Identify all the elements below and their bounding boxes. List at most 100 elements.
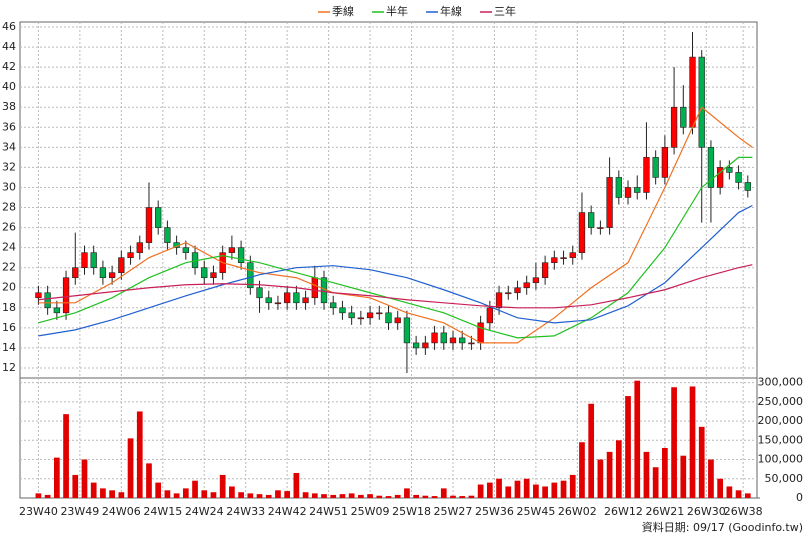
candle-body [505, 292, 512, 295]
candle-body [514, 287, 521, 294]
volume-bar [606, 451, 613, 498]
candle-body [155, 207, 162, 228]
candle-body [62, 277, 70, 314]
y-tick-label: 34 [2, 140, 16, 153]
volume-bar [229, 486, 235, 498]
volume-bar [468, 495, 475, 498]
volume-bar [708, 459, 714, 498]
candle-body [643, 157, 650, 193]
candle-body [118, 257, 125, 274]
volume-bar [321, 494, 327, 498]
candle-body [440, 332, 447, 344]
x-tick-label: 24W15 [143, 505, 182, 518]
volume-bar [118, 492, 125, 498]
candle-body [108, 272, 116, 279]
volume-bar [339, 494, 346, 498]
candle-body [495, 292, 503, 309]
volume-bar [477, 484, 484, 498]
x-tick-label: 26W12 [604, 505, 643, 518]
volume-bar [560, 480, 567, 498]
candle-body [422, 342, 429, 349]
candle-body [532, 277, 540, 284]
candle-body [634, 187, 641, 193]
volume-bar [717, 478, 724, 498]
legend-label: 年線 [440, 4, 462, 18]
candle-body [44, 292, 51, 309]
ma-line [38, 106, 753, 344]
volume-bar [155, 482, 162, 498]
y-tick-label: 20 [2, 281, 16, 294]
x-tick-label: 25W45 [516, 505, 555, 518]
volume-bar [459, 496, 466, 498]
candle-body [735, 172, 742, 183]
volume-bar [367, 494, 373, 498]
y-tick-label: 36 [2, 120, 16, 133]
y-tick-label: 42 [2, 60, 16, 73]
y-tick-label: 38 [2, 100, 16, 113]
candle-body [348, 312, 355, 319]
x-tick-label: 25W27 [434, 505, 473, 518]
volume-bar [413, 494, 419, 498]
y-tick-label: 44 [2, 40, 16, 53]
volume-bar [744, 493, 751, 498]
candle-body [661, 147, 669, 178]
volume-bar [588, 403, 595, 498]
candle-body [237, 247, 245, 263]
volume-tick-label: 50,000 [765, 472, 804, 485]
candle-body [468, 342, 475, 345]
volume-bar [615, 440, 622, 498]
x-tick-label: 26W38 [724, 505, 763, 518]
candle-body [99, 267, 107, 279]
volume-tick-label: 250,000 [758, 395, 804, 408]
x-tick-label: 24W24 [185, 505, 224, 518]
candle-body [523, 282, 530, 289]
volume-bar [136, 411, 143, 498]
volume-bar [182, 488, 189, 498]
candle-body [578, 212, 586, 253]
y-tick-label: 32 [2, 160, 16, 173]
volume-bar [90, 482, 97, 498]
candle-body [486, 307, 493, 324]
x-tick-label: 24W42 [268, 505, 307, 518]
volume-bar [698, 426, 705, 498]
candle-body [330, 302, 337, 309]
legend-label: 半年 [386, 4, 408, 18]
volume-bar [284, 491, 291, 498]
volume-bar [100, 488, 106, 498]
plot-frame [19, 21, 758, 499]
candle-body [265, 297, 272, 304]
x-tick-label: 24W06 [102, 505, 141, 518]
x-tick-label: 23W40 [19, 505, 58, 518]
candle-body [615, 177, 622, 198]
volume-bar [35, 493, 42, 498]
x-tick-label: 24W33 [226, 505, 265, 518]
candle-body [459, 337, 466, 344]
volume-tick-label: 0 [796, 491, 803, 504]
volume-bar [496, 478, 502, 498]
candle-body [726, 167, 733, 173]
candle-body [35, 292, 42, 299]
volume-bar [238, 492, 244, 498]
y-tick-label: 30 [2, 180, 16, 193]
candle-body [293, 292, 300, 304]
candle-body [53, 307, 61, 314]
volume-bar [330, 494, 337, 498]
volume-tick-label: 150,000 [758, 433, 804, 446]
volume-bar [689, 386, 696, 498]
candle-body [284, 292, 291, 304]
volume-bar [514, 480, 521, 498]
volume-bar [219, 474, 226, 498]
y-tick-label: 16 [2, 321, 16, 334]
candle-body [431, 332, 438, 344]
volume-bar [109, 490, 115, 498]
volume-bar [164, 490, 171, 498]
y-tick-label: 28 [2, 201, 16, 214]
volume-bar [44, 494, 51, 498]
candle-body [136, 242, 143, 253]
volume-bar [146, 463, 152, 498]
volume-bar [192, 480, 198, 498]
candle-body [357, 317, 365, 320]
candle-body [689, 56, 696, 128]
candle-body [707, 147, 715, 188]
